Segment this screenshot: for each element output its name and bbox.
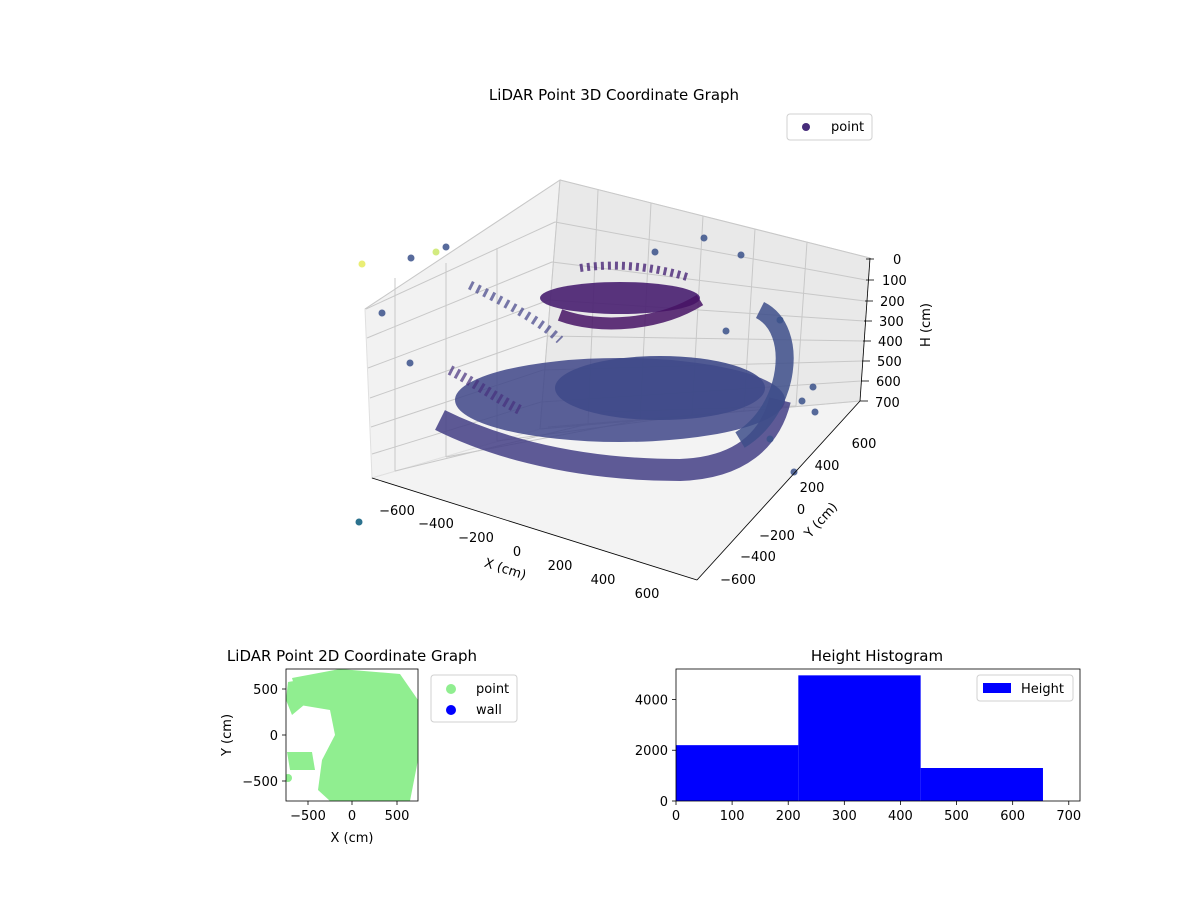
y3d-tick: 400 xyxy=(815,459,840,474)
x-tick-label: 300 xyxy=(832,809,857,824)
histogram-title: Height Histogram xyxy=(811,647,943,665)
y2d-label: Y (cm) xyxy=(220,714,235,757)
x-tick-label: 100 xyxy=(720,809,745,824)
histogram-axes-frame xyxy=(675,668,1081,802)
x2d-label: X (cm) xyxy=(331,831,374,846)
y3d-tick: 600 xyxy=(852,437,877,452)
x3d-label: X (cm) xyxy=(482,556,528,584)
legend-marker xyxy=(446,705,456,715)
x3d-tick: 600 xyxy=(635,587,660,602)
histogram-legend: Height xyxy=(976,674,1074,702)
x-tick-label: 400 xyxy=(888,809,913,824)
plot3d-point-cloud xyxy=(355,234,819,526)
y2d-tick: 500 xyxy=(253,683,278,698)
histogram-bar xyxy=(920,768,1043,801)
histogram-bar xyxy=(676,745,799,801)
y2d-tick: −500 xyxy=(242,775,278,790)
y2d-tick: 0 xyxy=(270,729,278,744)
legend-label: point xyxy=(476,682,509,697)
y3d-tick: 200 xyxy=(800,481,825,496)
y3d-label: Y (cm) xyxy=(801,500,841,542)
y3d-tick: −600 xyxy=(720,573,756,588)
plot3d-legend: point xyxy=(786,113,873,141)
x-tick-label: 600 xyxy=(1000,809,1025,824)
y-tick-label: 4000 xyxy=(635,693,668,708)
y-tick-label: 0 xyxy=(660,795,668,810)
plot3d-title: LiDAR Point 3D Coordinate Graph xyxy=(489,86,739,104)
legend-label: wall xyxy=(476,703,502,718)
legend-label: Height xyxy=(1021,682,1064,697)
x3d-tick: 200 xyxy=(548,559,573,574)
legend-label: point xyxy=(831,120,864,135)
x3d-tick: −400 xyxy=(418,517,454,532)
z3d-tick: 200 xyxy=(880,295,905,310)
x-tick-label: 500 xyxy=(944,809,969,824)
plot2d-points xyxy=(286,669,418,801)
histogram-bar xyxy=(798,675,921,801)
legend-marker xyxy=(802,123,810,131)
plot3d-z-axis: 0 100 200 300 400 500 600 700 H (cm) xyxy=(859,253,934,411)
x2d-tick: 500 xyxy=(385,809,410,824)
x-tick-label: 700 xyxy=(1056,809,1081,824)
x3d-tick: −200 xyxy=(458,531,494,546)
z3d-tick: 0 xyxy=(893,253,901,268)
y3d-tick: −400 xyxy=(740,550,776,565)
x3d-tick: −600 xyxy=(379,504,415,519)
x-tick-label: 200 xyxy=(776,809,801,824)
plot2d-legend: point wall xyxy=(430,674,518,723)
x2d-tick: −500 xyxy=(290,809,326,824)
x-tick-label: 0 xyxy=(672,809,680,824)
histogram-bars xyxy=(676,675,1043,801)
z3d-tick: 700 xyxy=(875,396,900,411)
z3d-tick: 600 xyxy=(876,375,901,390)
z3d-tick: 400 xyxy=(878,335,903,350)
plot2d-title: LiDAR Point 2D Coordinate Graph xyxy=(227,647,477,665)
x3d-tick: 0 xyxy=(513,545,521,560)
y3d-tick: −200 xyxy=(759,529,795,544)
plot3d-x-axis: −600 −400 −200 0 200 400 600 X (cm) xyxy=(371,477,698,602)
plot3d: LiDAR Point 3D Coordinate Graph xyxy=(355,86,934,602)
z3d-label: H (cm) xyxy=(919,303,934,347)
x3d-tick: 400 xyxy=(591,573,616,588)
histogram-y-ticks: 0 2000 4000 xyxy=(635,693,676,810)
z3d-tick: 500 xyxy=(877,355,902,370)
y3d-tick: 0 xyxy=(797,503,805,518)
y-tick-label: 2000 xyxy=(635,744,668,759)
plot2d: LiDAR Point 2D Coordinate Graph −500 0 5… xyxy=(220,647,518,846)
histogram-x-ticks: 0 100 200 300 400 500 600 700 xyxy=(672,801,1081,824)
z3d-tick: 100 xyxy=(882,274,907,289)
legend-marker xyxy=(446,684,456,694)
legend-marker xyxy=(983,683,1011,693)
z3d-tick: 300 xyxy=(879,315,904,330)
histogram: Height Histogram 0 100 200 300 400 500 600 700 … xyxy=(635,647,1081,824)
x2d-tick: 0 xyxy=(348,809,356,824)
